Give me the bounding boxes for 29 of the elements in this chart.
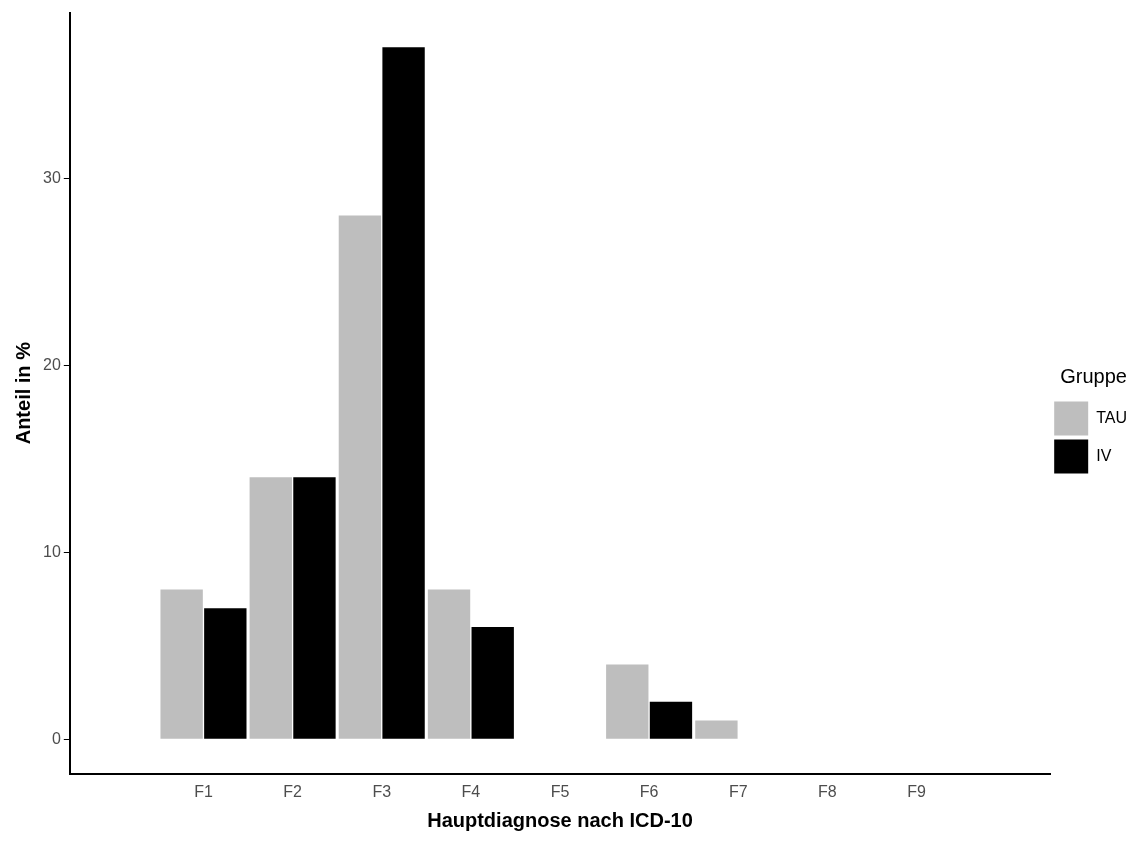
y-tick-label: 20 [43,355,61,373]
x-tick-label: F1 [194,782,213,800]
x-tick-label: F3 [372,782,392,800]
x-axis-title: Hauptdiagnose nach ICD-10 [427,808,693,831]
y-tick-label: 30 [43,168,61,186]
y-tick-label: 0 [51,729,61,747]
x-tick-label: F4 [461,782,481,800]
bar [338,215,382,739]
bar [427,589,471,739]
x-tick-label: F5 [550,782,570,800]
y-tick-label: 10 [43,542,61,560]
legend-title: Gruppe [1060,365,1127,388]
bar [204,608,247,739]
bar [160,589,203,739]
x-tick-label: F6 [639,782,659,800]
bar [649,701,693,739]
x-tick-label: F2 [283,782,303,800]
bar [249,477,292,739]
bar [382,47,425,739]
y-axis-title: Anteil in % [11,341,34,445]
legend-label: TAU [1096,408,1127,426]
legend-label: IV [1096,446,1112,464]
bar [293,477,336,739]
x-tick-label: F7 [728,782,748,800]
x-tick-label: F8 [818,782,837,800]
x-tick-label: F9 [907,782,926,800]
bar [695,720,738,739]
bar [606,664,649,739]
bar [471,626,514,739]
